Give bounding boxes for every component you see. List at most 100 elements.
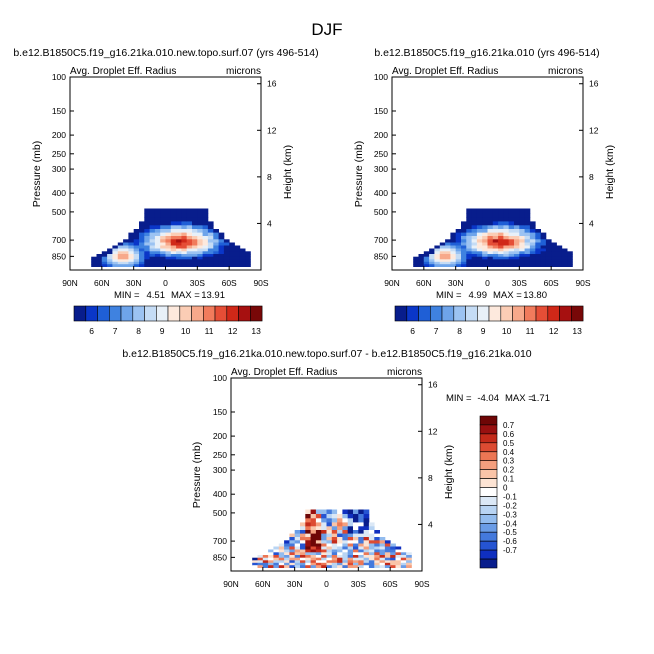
panel-1-field-cell bbox=[197, 229, 203, 233]
panel-3-field-cell bbox=[374, 555, 380, 559]
panel-3-field-cell bbox=[315, 562, 322, 566]
panel-2-field-cell bbox=[466, 248, 472, 252]
panel-3-field-cell bbox=[310, 557, 317, 561]
panel-1-field-cell bbox=[186, 259, 193, 263]
colorbar-swatch bbox=[479, 424, 498, 435]
panel-3-field-cell bbox=[390, 557, 396, 561]
colorbar-label: 13 bbox=[251, 326, 261, 336]
panel-2-field-cell bbox=[439, 261, 446, 265]
panel-3-field-cell bbox=[321, 546, 327, 550]
panel-3-field-cell bbox=[331, 560, 338, 564]
panel-3-field-cell bbox=[294, 530, 301, 534]
panel-3-field-cell bbox=[278, 557, 285, 561]
panel-3-field-cell bbox=[310, 514, 317, 519]
panel-2-max-value: 13.80 bbox=[523, 290, 547, 301]
panel-3-field-cell bbox=[374, 560, 380, 564]
panel-2-field-cell bbox=[466, 225, 472, 230]
panel-3-field-cell bbox=[337, 530, 343, 534]
y-tick-label: 300 bbox=[374, 164, 388, 174]
colorbar-label: 9 bbox=[481, 326, 486, 336]
panel-2-field-cell bbox=[508, 245, 515, 249]
panel-1-field-cell bbox=[197, 256, 203, 260]
panel-2-field-cell bbox=[524, 229, 531, 233]
panel-3-field-cell bbox=[294, 565, 301, 568]
panel-2-field-cell bbox=[423, 254, 430, 258]
panel-1-field-cell bbox=[128, 256, 135, 260]
panel-2-field-cell bbox=[492, 245, 499, 249]
panel-3-field-cell bbox=[331, 555, 338, 559]
panel-1-left-label: Avg. Droplet Eff. Radius bbox=[70, 66, 176, 77]
panel-2-field-cell bbox=[503, 225, 510, 230]
panel-1-y2-ticks: 16 12 8 4 bbox=[257, 79, 277, 228]
panel-3-field-cell bbox=[331, 565, 338, 568]
panel-3-field-cell bbox=[321, 518, 327, 523]
panel-1-field-cell bbox=[117, 256, 124, 260]
panel-1-field-cell bbox=[154, 236, 161, 240]
panel-2-field-cell bbox=[545, 242, 552, 246]
panel-1-field-cell bbox=[149, 213, 156, 218]
y-tick-label: 200 bbox=[374, 130, 388, 140]
panel-1-field-cell bbox=[149, 248, 156, 252]
panel-1-field-cell bbox=[149, 239, 156, 243]
panel-3-field-cell bbox=[326, 518, 333, 523]
panel-2-field-cell bbox=[476, 239, 483, 243]
panel-3-field-cell bbox=[305, 540, 311, 544]
colorbar-label: 0.2 bbox=[503, 466, 515, 475]
panel-1-field-cell bbox=[186, 213, 193, 218]
panel-3-field-cell bbox=[363, 514, 370, 519]
panel-3-field-cell bbox=[368, 549, 375, 553]
panel-3-field-cell bbox=[310, 562, 317, 566]
colorbar-label: 12 bbox=[549, 326, 559, 336]
panel-1-field-cell bbox=[165, 261, 172, 265]
panel-1-field-cell bbox=[192, 225, 198, 230]
panel-1-field-cell bbox=[234, 245, 241, 249]
panel-2-field-cell bbox=[498, 251, 504, 255]
panel-1-field-cell bbox=[213, 236, 219, 240]
panel-3-field-cell bbox=[294, 537, 301, 541]
panel-3-field-cell bbox=[395, 546, 402, 550]
panel-2-field-cell bbox=[487, 232, 494, 237]
panel-2-field-cell bbox=[524, 239, 531, 243]
panel-3-field-cell bbox=[278, 560, 285, 564]
panel-1-field-cell bbox=[245, 254, 251, 258]
panel-2-field-cell bbox=[498, 261, 504, 265]
panel-1-field-cell bbox=[181, 221, 188, 226]
panel-1-field-cell bbox=[139, 232, 145, 237]
y-tick-label: 850 bbox=[213, 552, 227, 562]
panel-2-field-cell bbox=[535, 232, 541, 237]
panel-3-field-cell bbox=[363, 518, 370, 523]
panel-2-field-cell bbox=[514, 217, 520, 222]
panel-1-field-cell bbox=[96, 256, 103, 260]
colorbar-swatch bbox=[238, 305, 251, 322]
panel-1-field-cell bbox=[202, 236, 209, 240]
panel-1-field-cell bbox=[123, 256, 129, 260]
panel-1-field-cell bbox=[160, 232, 166, 237]
panel-3-field-cell bbox=[368, 546, 375, 550]
panel-2-field-cell bbox=[561, 259, 568, 263]
panel-3-field-cell bbox=[347, 546, 354, 550]
panel-3-field-cell bbox=[363, 509, 370, 515]
panel-1-field-cell bbox=[139, 264, 145, 267]
panel-3-field-cell bbox=[358, 546, 364, 550]
panel-2-field-cell bbox=[466, 264, 472, 267]
panel-2-field-cell bbox=[455, 264, 462, 267]
panel-1-field-cell bbox=[144, 245, 150, 249]
panel-3-field-cell bbox=[331, 549, 338, 553]
panel-1-field-cell bbox=[176, 225, 182, 230]
panel-2-field-cell bbox=[519, 242, 525, 246]
panel-1-field-cell bbox=[165, 259, 172, 263]
panel-1-field-cell bbox=[192, 259, 198, 263]
panel-1-field-cell bbox=[186, 264, 193, 267]
panel-3-field-cell bbox=[353, 533, 359, 538]
panel-1-field-cell bbox=[197, 213, 203, 218]
panel-2-field-cell bbox=[529, 236, 536, 240]
panel-1-field-cell bbox=[133, 229, 140, 233]
panel-3-field-cell bbox=[353, 562, 359, 566]
panel-1-field-cell bbox=[128, 245, 135, 249]
panel-1-field-cell bbox=[149, 217, 156, 222]
panel-2-field-cell bbox=[514, 208, 520, 214]
panel-2-field-cell bbox=[508, 261, 515, 265]
panel-3-field-cell bbox=[374, 562, 380, 566]
panel-1-field-cell bbox=[218, 251, 225, 255]
panel-2-field-cell bbox=[450, 259, 457, 263]
